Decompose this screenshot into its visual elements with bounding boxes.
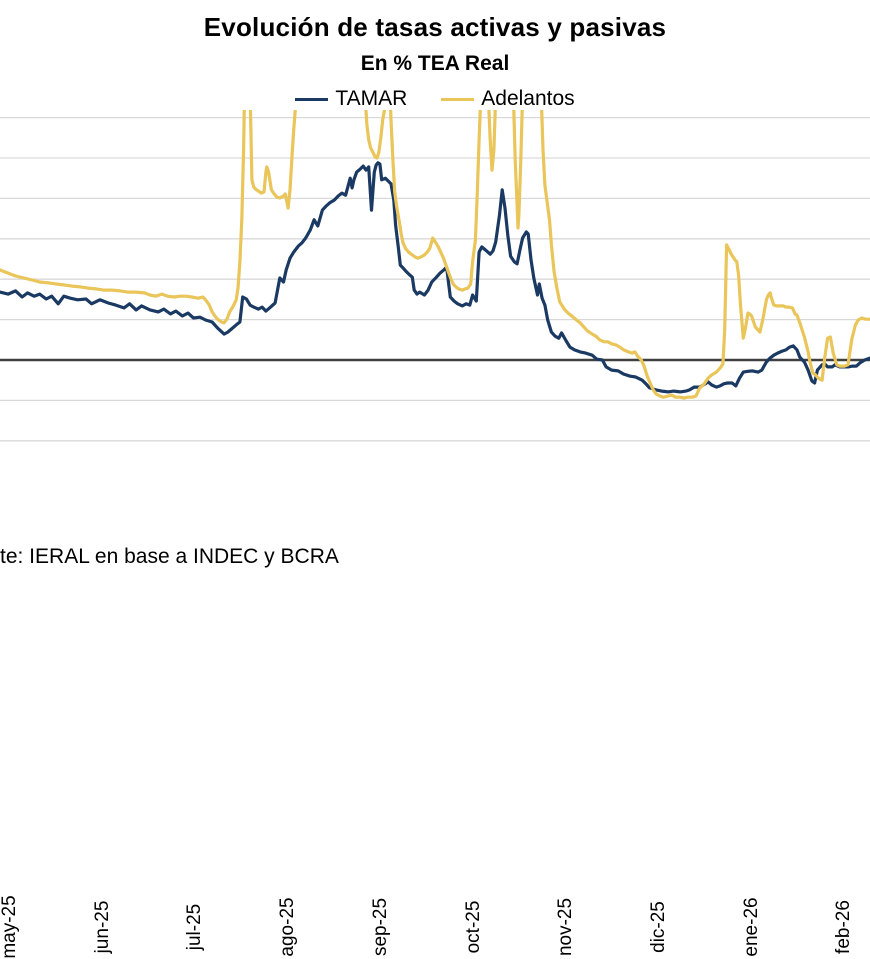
legend-label-adelantos: Adelantos [481, 87, 575, 110]
x-tick-label: ago-25 [277, 897, 299, 957]
x-tick-label: dic-25 [647, 901, 669, 953]
legend-item-adelantos: Adelantos [441, 87, 575, 111]
tamar-series-line [0, 161, 870, 394]
legend-item-tamar: TAMAR [295, 87, 407, 111]
x-axis-labels: may-25 jun-25 jul-25 ago-25 sep-25 oct-25 nov-… [0, 442, 870, 958]
x-tick-label: ene-26 [740, 897, 762, 957]
legend-label-tamar: TAMAR [335, 87, 408, 110]
plot-svg [0, 93, 870, 442]
x-tick-label: may-25 [0, 895, 20, 959]
plot-area [0, 93, 870, 442]
source-note: te: IERAL en base a INDEC y BCRA [0, 545, 339, 568]
tamar-line-swatch [295, 97, 329, 101]
x-tick-label: jul-25 [184, 903, 206, 951]
adelantos-line-swatch [441, 97, 475, 101]
chart-subtitle: En % TEA Real [360, 52, 510, 75]
x-tick-label: feb-26 [833, 900, 855, 954]
x-tick-label: nov-25 [555, 897, 577, 957]
chart-title: Evolución de tasas activas y pasivas [203, 12, 667, 42]
x-tick-label: sep-25 [369, 897, 391, 957]
legend: TAMAR Adelantos [0, 86, 870, 112]
adelantos-series-line [0, 93, 870, 400]
x-tick-label: jun-25 [91, 900, 113, 954]
x-tick-label: oct-25 [462, 900, 484, 954]
